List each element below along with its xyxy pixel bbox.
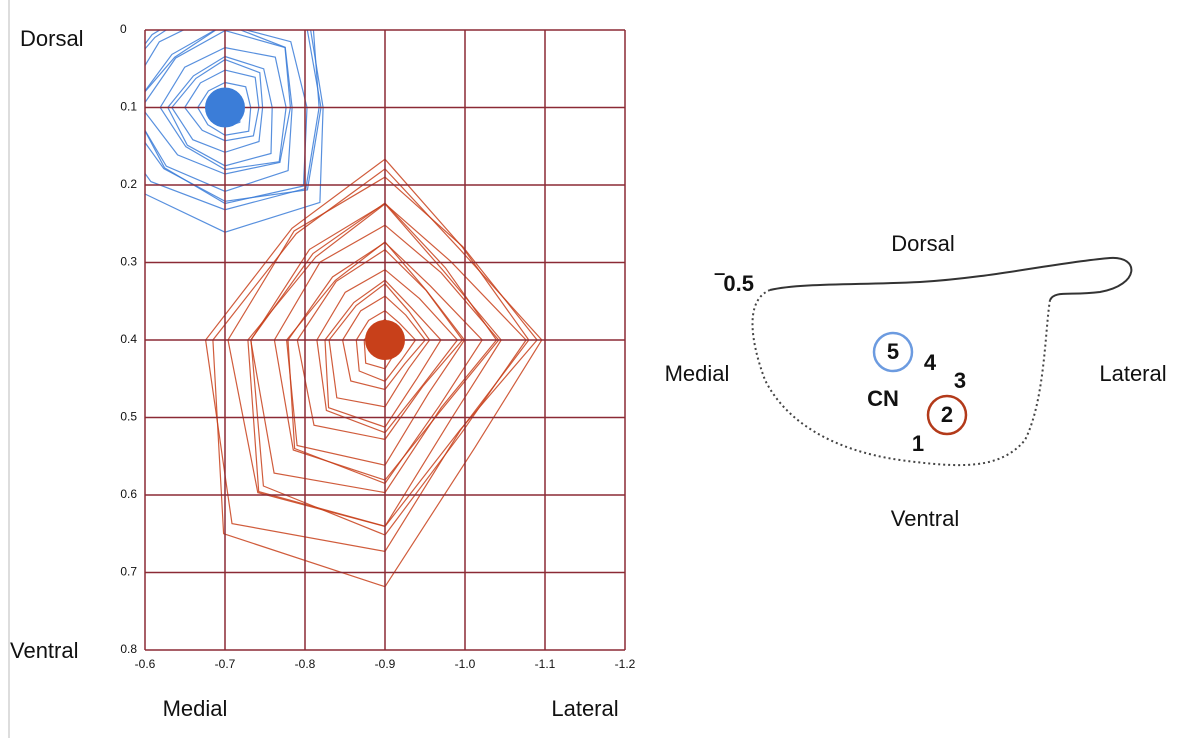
site: 4 <box>924 350 937 375</box>
x-right-label: Lateral <box>551 696 618 721</box>
x-tick-label: -0.9 <box>375 657 396 671</box>
y-tick-label: 0.1 <box>120 100 137 114</box>
y-tick-label: 0.3 <box>120 255 137 269</box>
x-left-label: Medial <box>163 696 228 721</box>
diagram-bottom: Ventral <box>891 506 960 531</box>
diagram-left: Medial <box>665 361 730 386</box>
outline-dashed <box>753 290 1051 465</box>
y-tick-label: 0.8 <box>120 642 137 656</box>
x-tick-label: -1.0 <box>455 657 476 671</box>
x-tick-label: -0.7 <box>215 657 236 671</box>
outline-solid <box>770 258 1131 300</box>
x-tick-label: -1.2 <box>615 657 636 671</box>
point <box>205 88 245 128</box>
x-tick-label: -1.1 <box>535 657 556 671</box>
figure: Dorsal Ventral Medial Lateral Dorsal Ven… <box>0 0 1186 738</box>
y-tick-label: 0.6 <box>120 487 137 501</box>
x-tick-label: -0.8 <box>295 657 316 671</box>
diagram-depth: ‾0.5 <box>714 271 754 296</box>
y-tick-label: 0.4 <box>120 332 137 346</box>
y-top-label: Dorsal <box>20 26 84 51</box>
site: 1 <box>912 431 924 456</box>
site: 5 <box>887 339 899 364</box>
diagram-label: CN <box>867 386 899 411</box>
contours <box>95 0 542 587</box>
x-tick-label: -0.6 <box>135 657 156 671</box>
site: 3 <box>954 368 966 393</box>
diagram-top: Dorsal <box>891 231 955 256</box>
y-tick-label: 0.5 <box>120 410 137 424</box>
diagram-right: Lateral <box>1099 361 1166 386</box>
point <box>365 320 405 360</box>
y-tick-label: 0.2 <box>120 177 137 191</box>
y-tick-label: 0.7 <box>120 565 137 579</box>
site: 2 <box>941 402 953 427</box>
y-tick-label: 0 <box>120 22 127 36</box>
y-bottom-label: Ventral <box>10 638 79 663</box>
